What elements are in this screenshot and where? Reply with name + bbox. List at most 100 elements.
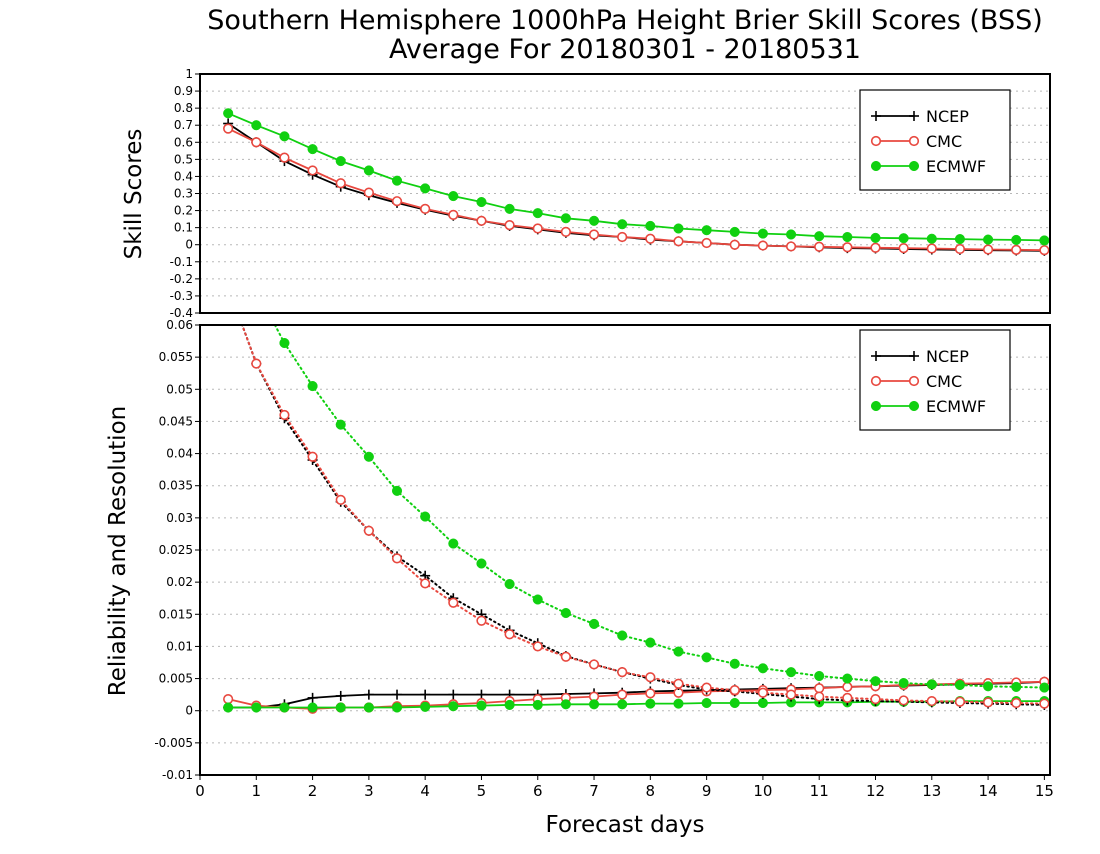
bottom-point-ecmwf	[223, 702, 234, 713]
bottom-series-line-ecmwf-dotted	[273, 325, 1046, 689]
top-point-cmc	[757, 240, 769, 251]
bottom-point-cmc	[476, 615, 487, 626]
bottom-point-ecmwf	[560, 699, 571, 710]
bottom-legend-marker-cmc	[870, 375, 882, 387]
bottom-point-ecmwf	[532, 699, 543, 710]
top-point-ecmwf	[560, 213, 571, 224]
bottom-point-cmc	[335, 494, 346, 505]
bottom-point-ecmwf	[701, 697, 712, 709]
top-point-ecmwf	[279, 131, 290, 142]
bottom-point-ecmwf	[1011, 681, 1022, 692]
x-tick-label: 2	[308, 782, 318, 800]
x-tick-label: 9	[702, 782, 712, 800]
bottom-y-tick-label: 0.04	[166, 447, 193, 461]
bottom-point-ncep	[363, 689, 374, 700]
bottom-point-cmc	[814, 691, 825, 702]
bottom-point-cmc	[842, 692, 853, 703]
top-point-cmc	[645, 233, 656, 244]
bottom-point-cmc	[814, 683, 825, 694]
bottom-y-axis: 0.06 0.055 0.05 0.045 0.04 0.035 0.03 0.025 0.02…	[154, 318, 200, 782]
x-tick-label: 13	[922, 782, 941, 800]
bottom-y-tick-label: 0.045	[159, 414, 193, 428]
bottom-point-cmc	[1011, 697, 1022, 709]
bottom-point-ecmwf	[645, 637, 656, 648]
bottom-point-cmc	[645, 688, 656, 699]
top-point-ecmwf	[504, 203, 515, 214]
top-point-ecmwf	[476, 196, 487, 208]
bottom-point-ecmwf	[363, 702, 374, 713]
top-y-tick-label: 0.1	[174, 221, 193, 235]
x-tick-label: 7	[589, 782, 599, 800]
bottom-point-ecmwf	[420, 511, 431, 522]
top-point-cmc	[926, 243, 937, 254]
bottom-legend-marker-ncep	[871, 351, 881, 361]
top-point-ecmwf	[532, 208, 543, 219]
bottom-point-cmc	[532, 641, 543, 652]
bottom-point-ecmwf	[729, 658, 740, 669]
top-point-ecmwf	[983, 234, 994, 245]
bottom-point-ecmwf	[954, 679, 965, 691]
top-legend-marker-ncep	[909, 111, 919, 121]
bottom-point-ecmwf	[729, 697, 740, 709]
top-point-ecmwf	[645, 220, 656, 231]
top-point-ecmwf	[251, 120, 262, 131]
top-point-cmc	[842, 242, 853, 253]
top-legend-box	[859, 89, 1011, 191]
top-point-cmc	[729, 239, 740, 250]
bottom-point-cmc	[673, 678, 684, 689]
bottom-point-ecmwf	[391, 702, 403, 713]
bottom-point-ecmwf	[476, 700, 487, 711]
bottom-point-cmc	[560, 651, 571, 662]
top-legend-label-ncep: NCEP	[926, 107, 969, 126]
top-point-cmc	[335, 178, 346, 189]
bottom-point-ecmwf	[251, 702, 262, 713]
bottom-point-cmc	[757, 687, 769, 698]
top-point-ecmwf	[617, 219, 628, 230]
bottom-y-tick-label: 0.005	[159, 672, 193, 686]
bottom-point-ecmwf	[673, 646, 684, 657]
bottom-point-cmc	[617, 689, 628, 700]
bottom-legend-label-cmc: CMC	[926, 372, 962, 391]
bottom-y-tick-label: 0.015	[159, 607, 193, 621]
top-legend-marker-cmc	[908, 135, 920, 147]
bottom-point-ecmwf	[926, 679, 937, 690]
bottom-point-ncep	[448, 689, 459, 700]
top-point-ecmwf	[335, 156, 346, 167]
bottom-legend-label-ecmwf: ECMWF	[926, 397, 986, 416]
top-point-ecmwf	[223, 108, 234, 119]
bottom-point-ecmwf	[870, 676, 881, 687]
bottom-point-cmc	[842, 681, 853, 693]
bottom-point-ecmwf	[814, 670, 825, 682]
bottom-y-tick-label: 0.025	[159, 543, 193, 557]
bottom-point-cmc	[448, 597, 459, 608]
x-tick-label: 0	[195, 782, 205, 800]
x-tick-label: 12	[866, 782, 885, 800]
bottom-point-ncep	[420, 689, 431, 700]
bottom-point-ecmwf	[1039, 682, 1050, 693]
top-legend: NCEP CMC ECMWF	[859, 89, 1011, 191]
top-point-cmc	[504, 219, 515, 231]
bottom-y-tick-label: 0.06	[166, 318, 193, 332]
top-y-tick-label: 0.7	[174, 118, 193, 132]
bottom-point-ecmwf	[279, 702, 290, 713]
bottom-point-cmc	[982, 697, 994, 708]
bottom-point-ecmwf	[420, 701, 431, 712]
x-tick-label: 10	[753, 782, 772, 800]
top-point-cmc	[954, 243, 966, 255]
bottom-point-ecmwf	[279, 337, 290, 349]
bottom-point-cmc	[870, 694, 881, 705]
top-point-cmc	[870, 242, 881, 253]
bottom-point-cmc	[954, 696, 966, 707]
top-y-tick-label: -0.4	[170, 306, 193, 320]
bottom-y-tick-label: 0.03	[166, 511, 193, 525]
x-tick-label: 14	[979, 782, 998, 800]
x-tick-label: 8	[646, 782, 656, 800]
chart-title: Southern Hemisphere 1000hPa Height Brier…	[207, 5, 1043, 36]
top-y-tick-label: 0.3	[174, 187, 193, 201]
x-tick-label: 5	[477, 782, 487, 800]
bottom-point-cmc	[420, 578, 431, 589]
top-point-cmc	[476, 215, 487, 226]
bottom-point-cmc	[504, 629, 515, 640]
bottom-legend-box	[859, 329, 1011, 431]
bottom-point-ecmwf	[617, 699, 628, 710]
